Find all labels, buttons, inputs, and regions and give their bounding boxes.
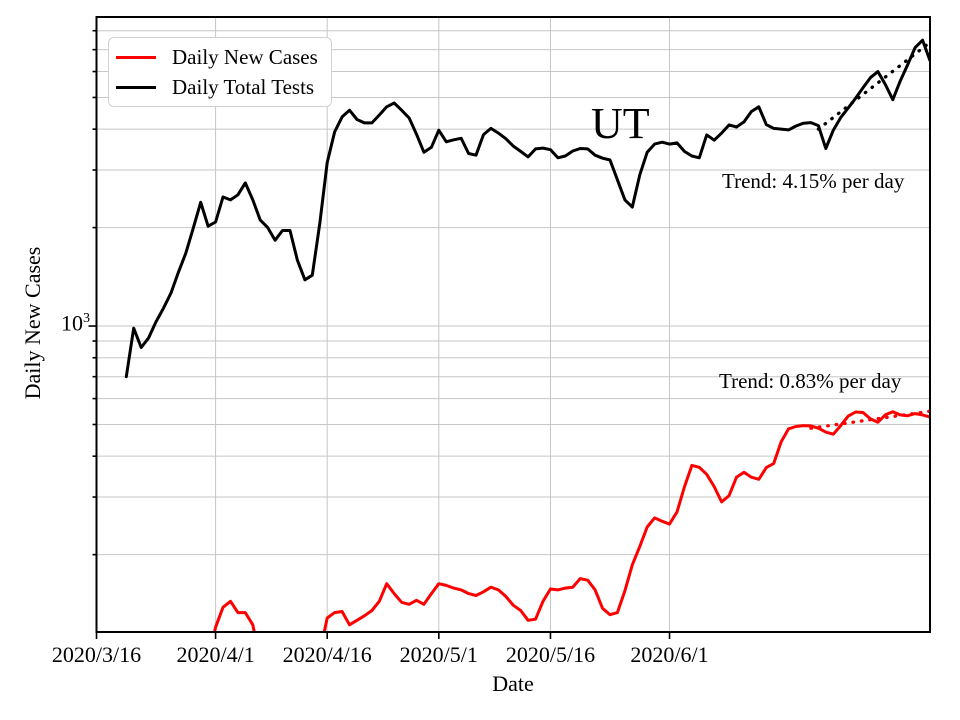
- series-layer: [124, 38, 930, 632]
- plot-border: [95, 16, 931, 633]
- legend: Daily New Cases Daily Total Tests: [108, 37, 332, 107]
- series-line-daily-new-cases: [322, 410, 930, 632]
- x-tick-label: 2020/6/1: [630, 642, 709, 667]
- x-tick-label: 2020/5/16: [505, 642, 596, 667]
- x-tick-label: 2020/4/1: [176, 642, 255, 667]
- legend-label-daily-total-tests: Daily Total Tests: [172, 74, 315, 99]
- series-line-daily-new-cases: [212, 599, 256, 632]
- x-axis-title: Date: [492, 671, 534, 696]
- trend-label-cases: Trend: 0.83% per day: [719, 369, 902, 393]
- trend-line-daily-total-tests: [816, 40, 930, 131]
- legend-item-daily-total-tests: Daily Total Tests: [116, 72, 323, 102]
- trend-label-tests: Trend: 4.15% per day: [722, 169, 905, 193]
- trend-line-daily-new-cases: [809, 409, 930, 430]
- legend-item-daily-new-cases: Daily New Cases: [116, 42, 323, 72]
- legend-label-daily-new-cases: Daily New Cases: [172, 44, 318, 69]
- x-tick-label: 2020/3/16: [51, 642, 142, 667]
- tick-layer: [88, 29, 671, 639]
- y-tick-base: 10: [60, 310, 83, 336]
- y-tick-exponent: 3: [82, 310, 90, 326]
- legend-line-sample-red: [116, 55, 156, 59]
- y-tick-label-1000: 103: [28, 310, 90, 336]
- series-line-daily-total-tests: [124, 38, 930, 379]
- state-label: UT: [591, 99, 650, 148]
- x-tick-label: 2020/4/16: [282, 642, 372, 667]
- x-tick-label: 2020/5/1: [399, 642, 478, 667]
- grid-layer: [96, 17, 930, 632]
- legend-line-sample-black: [116, 85, 156, 89]
